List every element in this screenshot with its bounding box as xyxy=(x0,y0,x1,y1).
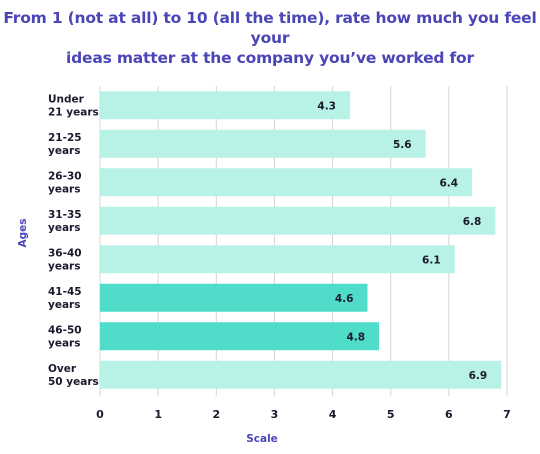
data-label: 6.8 xyxy=(463,216,482,228)
bar xyxy=(100,245,455,274)
bar xyxy=(100,129,426,158)
data-label: 4.3 xyxy=(317,100,336,112)
category-label: 46-50 years xyxy=(48,324,82,349)
category-label: 31-35 years xyxy=(48,209,82,234)
data-label: 6.9 xyxy=(469,370,488,382)
y-axis-title: Ages xyxy=(17,218,29,247)
x-tick-label: 4 xyxy=(329,408,337,421)
chart-title-line-1: From 1 (not at all) to 10 (all the time)… xyxy=(3,9,537,47)
x-axis-title: Scale xyxy=(246,433,278,445)
category-label: Over 50 years xyxy=(48,363,99,388)
category-label: Under 21 years xyxy=(48,93,99,118)
category-labels: Under 21 years 21-25 years 26-30 years 31-35 ye… xyxy=(48,93,99,388)
category-label: 21-25 years xyxy=(48,132,82,157)
x-tick-label: 6 xyxy=(445,408,453,421)
x-tick-label: 7 xyxy=(503,408,511,421)
category-label: 26-30 years xyxy=(48,170,82,195)
chart-title-line-2: ideas matter at the company you’ve worke… xyxy=(66,49,474,67)
x-tick-label: 2 xyxy=(212,408,220,421)
data-label: 6.4 xyxy=(440,177,459,189)
category-label: 41-45 years xyxy=(48,286,82,311)
category-label: 36-40 years xyxy=(48,247,82,272)
bar xyxy=(100,168,473,197)
bars: 4.3 5.6 6.4 6.8 6.1 4.6 4.8 6.9 xyxy=(100,91,502,389)
x-tick-labels: 0 1 2 3 4 5 6 7 xyxy=(96,408,511,421)
data-label: 4.6 xyxy=(335,293,354,305)
bar xyxy=(100,206,496,235)
x-tick-label: 3 xyxy=(271,408,279,421)
bar xyxy=(100,91,351,120)
data-label: 4.8 xyxy=(346,331,365,343)
x-tick-label: 0 xyxy=(96,408,104,421)
x-tick-label: 5 xyxy=(387,408,395,421)
bar xyxy=(100,322,380,351)
data-label: 6.1 xyxy=(422,254,441,266)
bar xyxy=(100,360,502,389)
data-label: 5.6 xyxy=(393,139,412,151)
x-tick-label: 1 xyxy=(154,408,162,421)
chart-title: From 1 (not at all) to 10 (all the time)… xyxy=(0,8,540,68)
bar xyxy=(100,283,368,312)
